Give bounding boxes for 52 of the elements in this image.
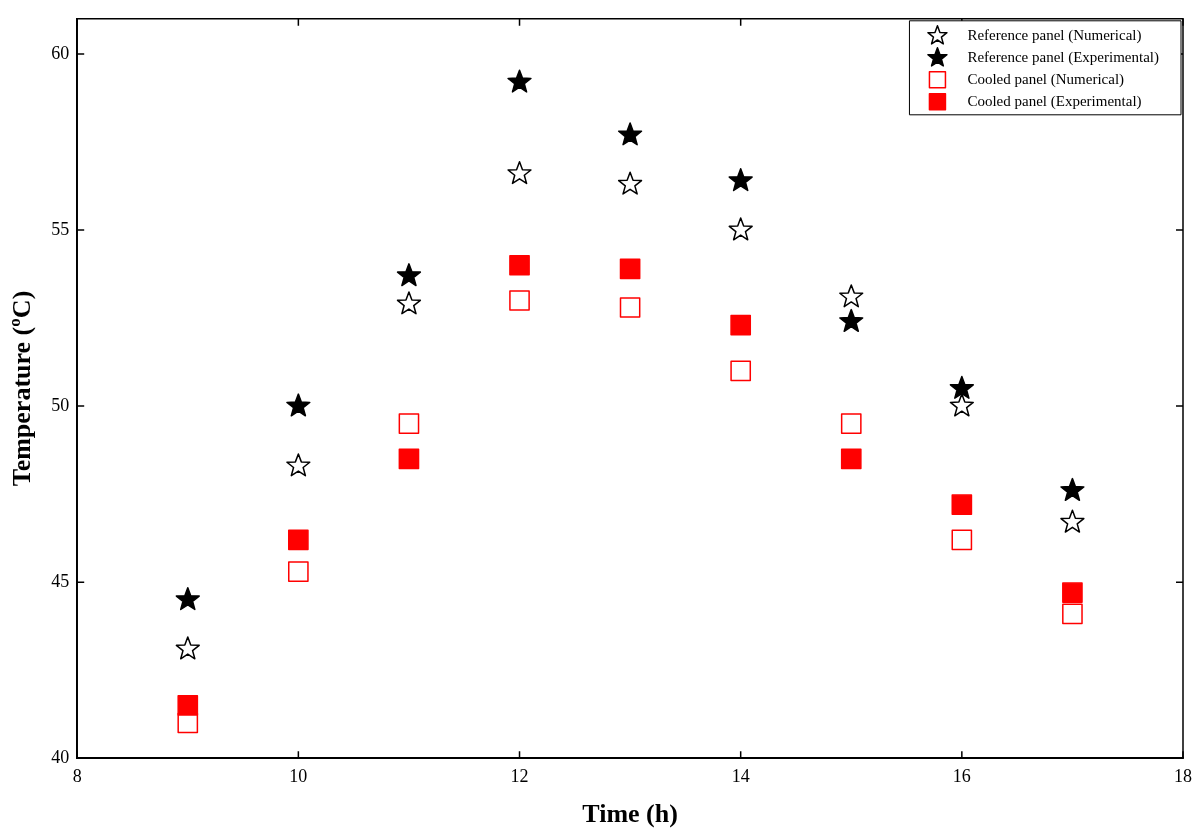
- legend-label: Reference panel (Numerical): [967, 26, 1142, 44]
- point: [396, 263, 422, 287]
- point: [396, 291, 422, 315]
- x-tick-label: 14: [731, 765, 750, 786]
- point: [839, 308, 864, 333]
- x-tick-label: 8: [72, 765, 82, 786]
- point: [175, 587, 200, 611]
- y-tick-label: 60: [51, 42, 70, 63]
- legend-label: Reference panel (Experimental): [967, 48, 1159, 66]
- y-tick-label: 55: [51, 218, 70, 239]
- x-axis-title: Time (h): [582, 799, 678, 829]
- point: [949, 393, 974, 417]
- point: [509, 290, 530, 311]
- point: [507, 69, 532, 93]
- point: [398, 448, 420, 470]
- y-tick-label: 45: [51, 570, 70, 591]
- point: [730, 314, 752, 336]
- point: [288, 529, 309, 551]
- point: [617, 122, 643, 146]
- point: [617, 171, 643, 195]
- y-tick-label: 40: [51, 746, 70, 767]
- point: [1060, 477, 1085, 502]
- point: [840, 448, 862, 470]
- y-axis-title: Temperature (ºC): [7, 290, 37, 487]
- point: [1062, 582, 1083, 604]
- point: [507, 160, 532, 185]
- legend-label: Cooled panel (Experimental): [967, 92, 1142, 110]
- point: [288, 561, 309, 582]
- point: [177, 695, 199, 716]
- x-tick-label: 10: [289, 765, 308, 786]
- point: [728, 168, 753, 192]
- point: [619, 297, 641, 318]
- y-tick-label: 50: [51, 394, 70, 415]
- point: [949, 375, 974, 399]
- x-tick-label: 16: [952, 765, 971, 786]
- point: [175, 636, 200, 660]
- point: [840, 413, 862, 435]
- point: [286, 453, 311, 477]
- point: [839, 284, 864, 308]
- point: [286, 393, 311, 417]
- point: [398, 413, 420, 435]
- legend-label: Cooled panel (Numerical): [967, 70, 1125, 88]
- point: [728, 217, 753, 241]
- x-tick-label: 18: [1174, 765, 1192, 786]
- point: [951, 529, 973, 551]
- point: [951, 494, 973, 516]
- point: [509, 254, 530, 276]
- point: [1060, 509, 1085, 533]
- point: [730, 360, 752, 382]
- point: [1062, 603, 1083, 625]
- point: [619, 258, 641, 280]
- x-tick-label: 12: [510, 765, 529, 786]
